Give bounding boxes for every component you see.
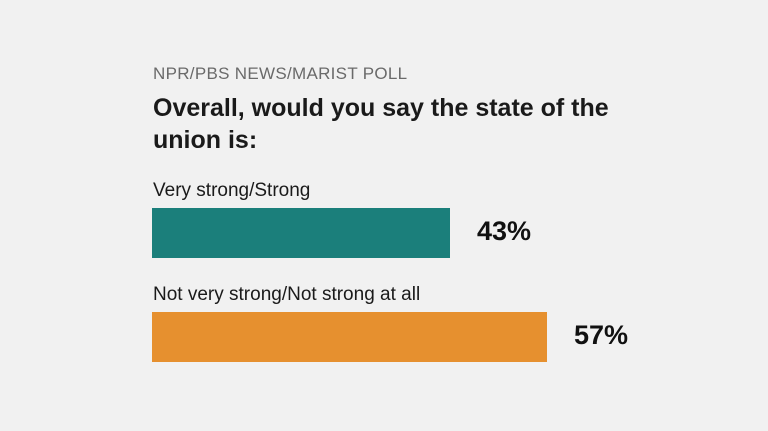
category-label: Not very strong/Not strong at all xyxy=(153,284,421,305)
value-label: 57% xyxy=(574,320,629,350)
source: NPR/PBS NEWS/MARIST POLL xyxy=(153,64,408,83)
value-label: 43% xyxy=(476,216,532,246)
bar xyxy=(152,312,547,362)
bar xyxy=(152,208,450,258)
chart-title: Overall, would you say the state of the … xyxy=(153,94,609,154)
category-label: Very strong/Strong xyxy=(153,180,311,201)
